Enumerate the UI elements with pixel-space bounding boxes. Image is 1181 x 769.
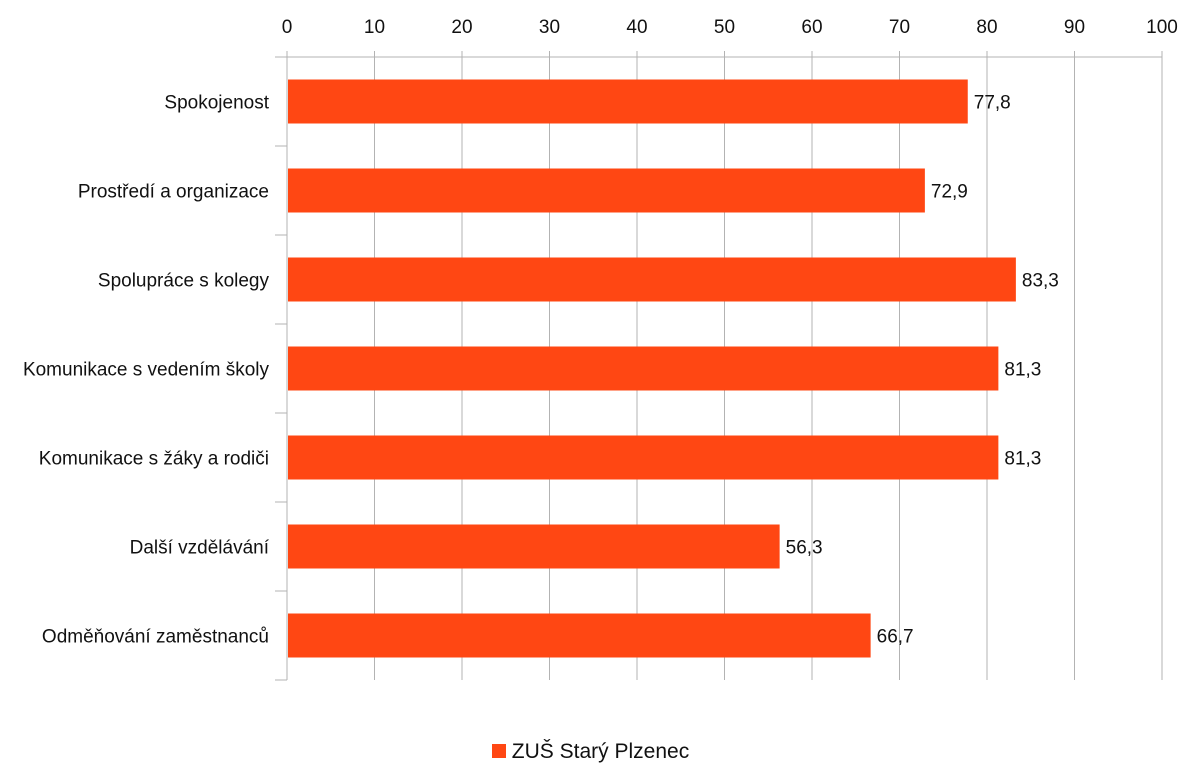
category-label: Odměňování zaměstnanců <box>42 627 269 648</box>
axes <box>275 51 1163 681</box>
category-label: Komunikace s vedením školy <box>23 360 270 381</box>
data-label: 77,8 <box>974 93 1011 114</box>
data-label: 81,3 <box>1004 449 1041 470</box>
x-tick-label: 70 <box>889 17 910 38</box>
x-tick-label: 100 <box>1146 17 1178 38</box>
data-label: 83,3 <box>1022 271 1059 292</box>
legend-label: ZUŠ Starý Plzenec <box>511 740 690 763</box>
data-label: 72,9 <box>931 182 968 203</box>
bars <box>288 79 1016 658</box>
x-tick-label: 40 <box>626 17 647 38</box>
x-tick-label: 60 <box>801 17 822 38</box>
legend: ZUŠ Starý Plzenec <box>0 740 1181 764</box>
category-label: Další vzdělávání <box>130 538 270 559</box>
data-label: 81,3 <box>1004 360 1041 381</box>
x-tick-label: 90 <box>1064 17 1085 38</box>
bar <box>288 168 925 213</box>
category-label: Prostředí a organizace <box>78 182 269 203</box>
data-labels: 77,8 72,9 83,3 81,3 81,3 56,3 66,7 <box>786 93 1059 648</box>
x-tick-label: 30 <box>539 17 560 38</box>
x-tick-label: 80 <box>976 17 997 38</box>
x-tick-label: 10 <box>364 17 385 38</box>
bar <box>288 524 780 569</box>
category-label: Spokojenost <box>164 93 269 114</box>
bar <box>288 346 999 391</box>
x-tick-label: 50 <box>714 17 735 38</box>
category-labels: Spokojenost Prostředí a organizace Spolupr… <box>23 93 270 648</box>
category-label: Spolupráce s kolegy <box>98 271 270 292</box>
x-tick-label: 20 <box>451 17 472 38</box>
x-tick-labels: 0 10 20 30 40 50 60 70 80 90 100 <box>282 17 1178 38</box>
x-tick-label: 0 <box>282 17 293 38</box>
bar <box>288 79 968 124</box>
category-label: Komunikace s žáky a rodiči <box>39 449 269 470</box>
legend-swatch <box>491 744 506 758</box>
bar <box>288 435 999 480</box>
data-label: 56,3 <box>786 538 823 559</box>
data-label: 66,7 <box>877 627 914 648</box>
bar <box>288 257 1016 302</box>
bar <box>288 613 871 658</box>
